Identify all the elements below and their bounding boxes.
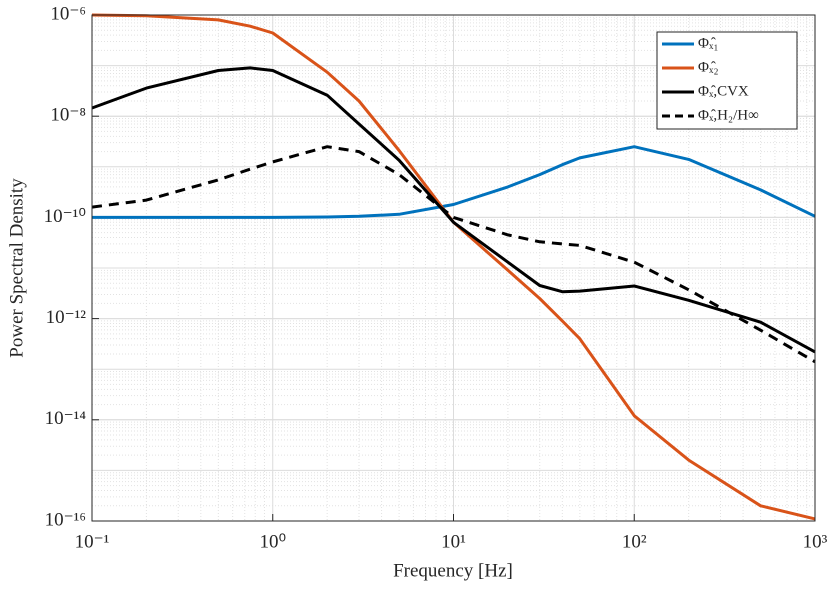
x-tick-label: 10¹	[441, 531, 466, 552]
y-tick-label: 10⁻⁸	[50, 105, 86, 126]
y-tick-label: 10⁻⁶	[50, 3, 86, 24]
line-series	[92, 145, 816, 219]
y-axis-label: Power Spectral Density	[6, 178, 27, 358]
x-tick-label: 10⁻¹	[75, 531, 110, 552]
x-tick-label: 10⁰	[259, 531, 286, 552]
x-axis-label: Frequency [Hz]	[393, 560, 513, 581]
legend-label: Φₓ̂,H₂/H∞	[698, 107, 759, 123]
x-tick-label: 10²	[622, 531, 647, 552]
line-series	[91, 145, 816, 364]
legend-label: Φₓ̂₂	[698, 59, 719, 75]
y-tick-label: 10⁻¹²	[46, 307, 87, 328]
line-series	[91, 66, 816, 354]
y-tick-label: 10⁻¹⁶	[45, 509, 86, 530]
legend-label: Φₓ̂,CVX	[698, 83, 749, 99]
legend: Φₓ̂₁ Φₓ̂₂ Φₓ̂,CVX Φₓ̂,H₂/H∞	[656, 31, 798, 130]
x-tick-label: 10³	[803, 531, 828, 552]
y-tick-label: 10⁻¹⁴	[45, 408, 87, 429]
plot-frame	[91, 14, 816, 522]
legend-box	[656, 31, 798, 130]
y-tick-label: 10⁻¹⁰	[44, 206, 86, 227]
legend-label: Φₓ̂₁	[698, 35, 719, 51]
